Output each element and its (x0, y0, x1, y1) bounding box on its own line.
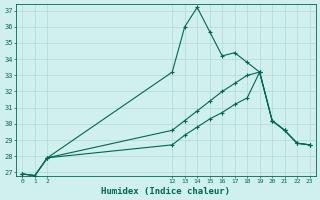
X-axis label: Humidex (Indice chaleur): Humidex (Indice chaleur) (101, 187, 230, 196)
